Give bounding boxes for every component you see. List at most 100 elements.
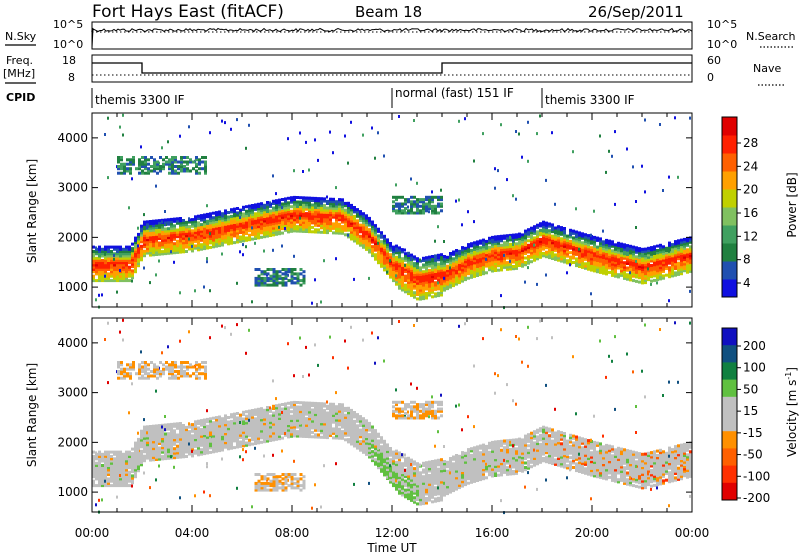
power-cell xyxy=(117,160,120,164)
power-cell xyxy=(428,280,431,284)
power-cell xyxy=(311,219,314,223)
power-cell xyxy=(104,256,107,260)
power-cell xyxy=(467,263,470,267)
power-cell xyxy=(638,273,641,277)
velocity-cell xyxy=(152,444,155,448)
velocity-cell xyxy=(131,463,134,467)
velocity-cell xyxy=(137,431,139,435)
power-cell xyxy=(470,271,473,275)
velocity-cell xyxy=(236,423,239,427)
velocity-cell xyxy=(113,470,116,474)
power-cell xyxy=(638,267,641,271)
velocity-cell xyxy=(98,477,101,481)
velocity-cell xyxy=(308,421,311,425)
power-cell xyxy=(173,237,176,241)
velocity-cell xyxy=(266,437,269,441)
velocity-cell xyxy=(299,419,302,423)
velocity-cell xyxy=(293,414,296,418)
power-cell xyxy=(632,252,635,256)
power-cell xyxy=(162,162,165,166)
power-cell xyxy=(437,276,440,280)
power-cell xyxy=(665,260,668,264)
velocity-cell xyxy=(281,449,283,453)
power-cell xyxy=(200,225,203,229)
power-cell xyxy=(392,204,395,208)
power-cell xyxy=(554,231,557,234)
velocity-cell xyxy=(311,430,314,434)
power-cell xyxy=(329,220,332,223)
power-cell xyxy=(506,247,509,251)
power-cell xyxy=(278,225,280,229)
power-cell xyxy=(173,226,176,230)
power-cell xyxy=(557,252,560,255)
velocity-cell xyxy=(263,422,266,426)
power-cell xyxy=(512,244,515,248)
power-cell xyxy=(689,254,692,258)
power-cell xyxy=(482,238,485,242)
power-cell xyxy=(272,219,275,223)
power-cell xyxy=(524,238,527,242)
power-cell xyxy=(611,154,613,158)
power-cell xyxy=(182,248,185,252)
power-cell xyxy=(182,219,185,222)
velocity-cell xyxy=(164,445,167,449)
power-cell xyxy=(236,231,239,235)
power-cell xyxy=(317,206,320,209)
power-cell xyxy=(503,306,505,310)
power-cell xyxy=(689,245,692,249)
velocity-cell xyxy=(257,441,260,445)
power-cell xyxy=(629,244,632,248)
power-cell xyxy=(164,210,166,213)
velocity-cell xyxy=(293,427,296,431)
velocity-cell xyxy=(152,431,155,435)
velocity-cell xyxy=(305,419,308,423)
power-cell xyxy=(515,253,518,257)
power-cell xyxy=(395,249,398,253)
power-cell xyxy=(401,266,404,270)
power-cell xyxy=(509,256,512,260)
power-cell xyxy=(443,272,446,276)
power-cell xyxy=(212,234,215,238)
velocity-cell xyxy=(320,435,323,439)
velocity-cell xyxy=(173,449,176,453)
power-cell xyxy=(395,262,398,266)
power-cell xyxy=(359,228,362,232)
power-cell xyxy=(104,261,107,265)
power-cell xyxy=(521,235,524,239)
power-cell xyxy=(485,248,488,252)
velocity-cell xyxy=(320,411,323,415)
power-cell xyxy=(671,261,674,264)
power-cell xyxy=(602,229,604,233)
velocity-cell xyxy=(140,440,143,444)
power-cell xyxy=(350,228,353,232)
power-cell xyxy=(209,232,211,236)
power-cell xyxy=(461,223,463,227)
velocity-cell xyxy=(161,455,164,459)
power-cell xyxy=(446,260,449,264)
power-cell xyxy=(485,260,488,264)
velocity-cell xyxy=(164,425,167,429)
power-cell xyxy=(584,248,587,252)
velocity-cell xyxy=(140,449,143,453)
power-cell xyxy=(308,223,311,227)
power-cell xyxy=(167,220,170,224)
power-cell xyxy=(662,261,665,264)
power-cell xyxy=(596,265,599,269)
velocity-cell xyxy=(272,436,275,440)
power-cell xyxy=(260,208,263,212)
power-cell xyxy=(170,217,173,221)
velocity-cell xyxy=(239,442,242,446)
power-cell xyxy=(323,230,326,234)
power-cell xyxy=(224,240,227,244)
power-cell xyxy=(416,277,419,281)
power-cell xyxy=(665,267,668,270)
power-cell xyxy=(455,282,458,286)
power-cell xyxy=(140,233,143,237)
power-cell xyxy=(467,272,470,276)
velocity-cell xyxy=(125,473,128,476)
power-cell xyxy=(383,263,386,267)
power-cell xyxy=(557,256,560,260)
noise-sky-line xyxy=(91,27,693,49)
velocity-cell xyxy=(272,379,274,383)
power-cell xyxy=(116,265,119,269)
